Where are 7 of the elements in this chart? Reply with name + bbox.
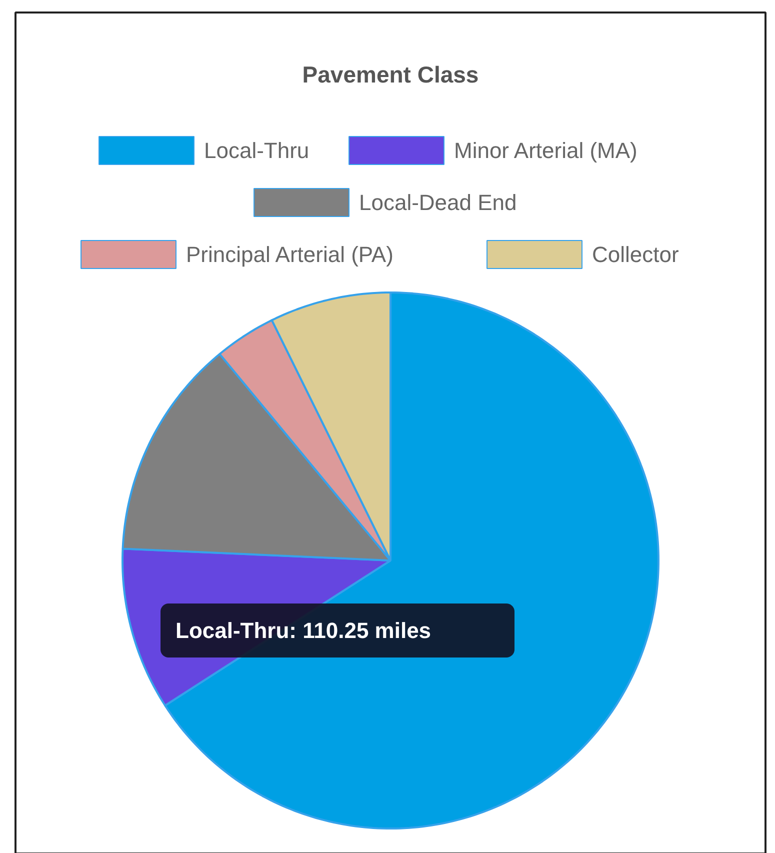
legend-label: Local-Thru [204,138,310,163]
legend-label: Collector [592,242,679,267]
legend-label: Principal Arterial (PA) [186,242,394,267]
text: Local-Thru: 110.25 miles [176,618,432,643]
chart-title: Pavement Class [302,62,479,88]
legend-label: Local-Dead End [359,190,517,215]
legend-label: Minor Arterial (MA) [454,138,638,163]
